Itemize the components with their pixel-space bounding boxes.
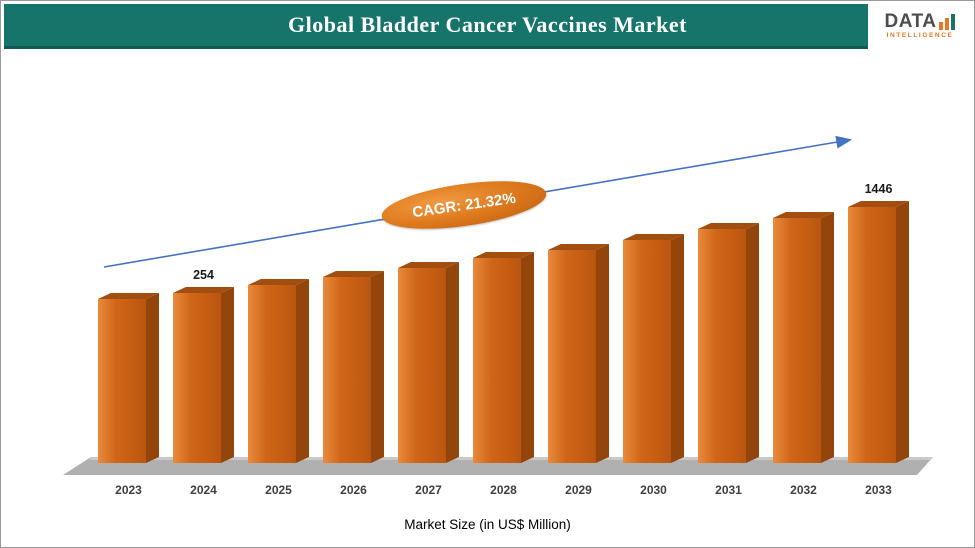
bar-front-face — [323, 277, 371, 463]
logo-sub-text: INTELLIGENCE — [886, 32, 954, 39]
brand-logo: DATA INTELLIGENCE — [868, 3, 972, 49]
bar-side-face — [446, 261, 459, 463]
bar-front-face — [773, 218, 821, 463]
bar-2024 — [173, 286, 234, 463]
bar-front-face — [173, 293, 221, 463]
bar-2031 — [698, 222, 759, 463]
bar-front-face — [473, 258, 521, 463]
bar-2029 — [548, 243, 609, 463]
bar-front-face — [248, 285, 296, 463]
bar-side-face — [371, 270, 384, 463]
bar-2023 — [98, 292, 159, 463]
value-label-2024: 254 — [193, 268, 214, 282]
x-tick-2026: 2026 — [340, 483, 367, 497]
bar-2026 — [323, 270, 384, 463]
logo-brand-text: DATA — [884, 11, 937, 32]
value-label-2033: 1446 — [864, 182, 893, 196]
x-tick-2033: 2033 — [865, 483, 892, 497]
bar-side-face — [896, 200, 909, 463]
x-tick-2029: 2029 — [565, 483, 592, 497]
bar-front-face — [98, 299, 146, 463]
cagr-label: CAGR: 21.32% — [411, 189, 517, 221]
bar-2032 — [773, 211, 834, 463]
x-tick-2031: 2031 — [715, 483, 742, 497]
x-tick-2028: 2028 — [490, 483, 517, 497]
bar-side-face — [746, 222, 759, 463]
bar-2025 — [248, 278, 309, 463]
bar-side-face — [221, 286, 234, 463]
bar-front-face — [548, 250, 596, 463]
bar-front-face — [698, 229, 746, 463]
bar-side-face — [146, 292, 159, 463]
logo-bars-icon — [939, 13, 956, 30]
bar-side-face — [521, 251, 534, 463]
bar-side-face — [596, 243, 609, 463]
x-tick-2027: 2027 — [415, 483, 442, 497]
bar-front-face — [623, 240, 671, 463]
page-title: Global Bladder Cancer Vaccines Market — [287, 12, 687, 37]
bar-side-face — [296, 278, 309, 463]
bar-side-face — [821, 211, 834, 463]
bar-front-face — [848, 207, 896, 463]
x-tick-2023: 2023 — [115, 483, 142, 497]
x-tick-2030: 2030 — [640, 483, 667, 497]
bar-2027 — [398, 261, 459, 463]
x-tick-2024: 2024 — [190, 483, 217, 497]
bar-2028 — [473, 251, 534, 463]
bar-2033 — [848, 200, 909, 463]
x-tick-2025: 2025 — [265, 483, 292, 497]
axis-title: Market Size (in US$ Million) — [404, 517, 571, 532]
bar-side-face — [671, 233, 684, 463]
header-bar: Global Bladder Cancer Vaccines Market — [4, 4, 971, 49]
bar-2030 — [623, 233, 684, 463]
bar-front-face — [398, 268, 446, 463]
x-tick-2032: 2032 — [790, 483, 817, 497]
